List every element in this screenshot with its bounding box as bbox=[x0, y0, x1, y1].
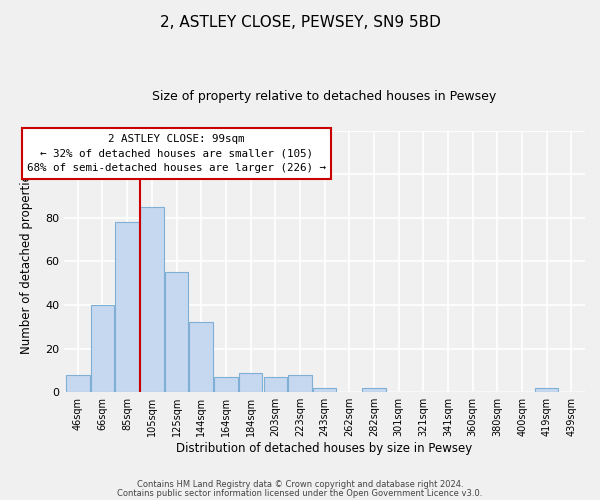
Text: Contains HM Land Registry data © Crown copyright and database right 2024.: Contains HM Land Registry data © Crown c… bbox=[137, 480, 463, 489]
Bar bbox=[239, 372, 262, 392]
Bar bbox=[288, 375, 311, 392]
Bar bbox=[140, 207, 164, 392]
Bar bbox=[362, 388, 386, 392]
Text: 2 ASTLEY CLOSE: 99sqm
← 32% of detached houses are smaller (105)
68% of semi-det: 2 ASTLEY CLOSE: 99sqm ← 32% of detached … bbox=[27, 134, 326, 173]
Text: Contains public sector information licensed under the Open Government Licence v3: Contains public sector information licen… bbox=[118, 489, 482, 498]
X-axis label: Distribution of detached houses by size in Pewsey: Distribution of detached houses by size … bbox=[176, 442, 473, 455]
Bar bbox=[190, 322, 213, 392]
Bar bbox=[91, 305, 114, 392]
Bar bbox=[165, 272, 188, 392]
Bar bbox=[115, 222, 139, 392]
Title: Size of property relative to detached houses in Pewsey: Size of property relative to detached ho… bbox=[152, 90, 497, 103]
Bar bbox=[313, 388, 337, 392]
Bar bbox=[214, 377, 238, 392]
Bar bbox=[66, 375, 89, 392]
Text: 2, ASTLEY CLOSE, PEWSEY, SN9 5BD: 2, ASTLEY CLOSE, PEWSEY, SN9 5BD bbox=[160, 15, 440, 30]
Bar bbox=[535, 388, 559, 392]
Bar bbox=[263, 377, 287, 392]
Y-axis label: Number of detached properties: Number of detached properties bbox=[20, 168, 32, 354]
